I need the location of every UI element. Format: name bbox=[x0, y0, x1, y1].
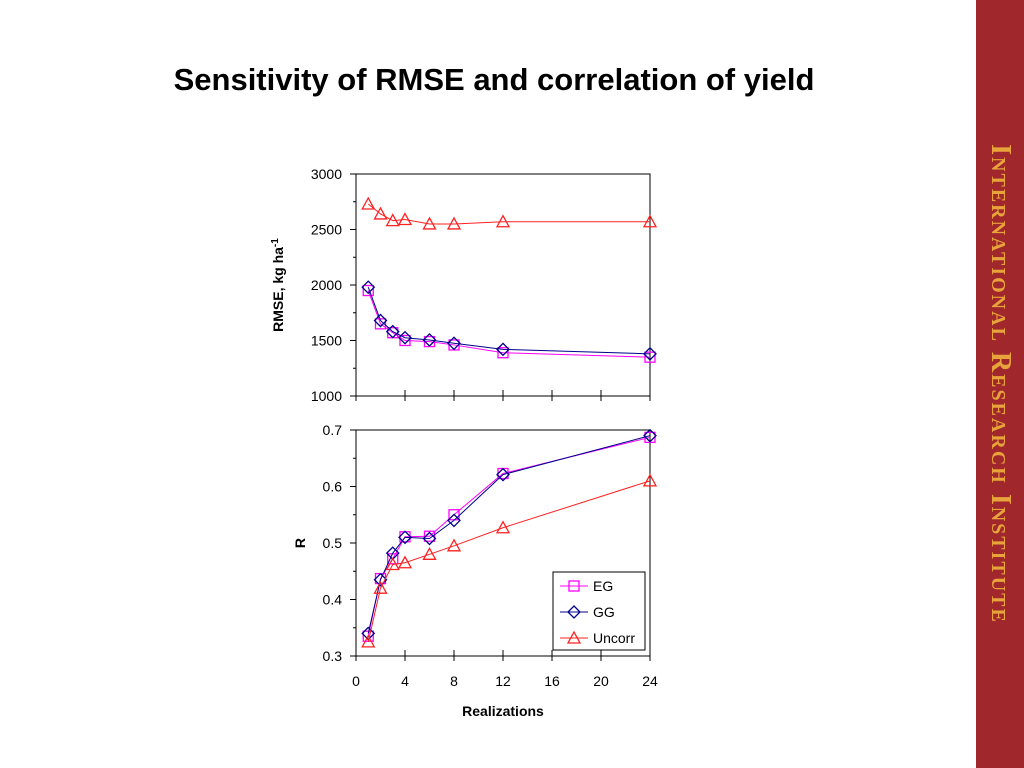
x-tick-label: 0 bbox=[352, 673, 360, 689]
r-series-uncorr-line bbox=[367, 480, 651, 642]
chart-figure: 1000 1500 2000 2500 3000 RMSE, kg ha-1 0.3 0.4… bbox=[270, 166, 658, 719]
rmse-series-gg-point bbox=[398, 330, 412, 345]
r-y-tick-label: 0.6 bbox=[323, 479, 343, 495]
r-series-uncorr-point bbox=[422, 546, 437, 560]
r-y-tick-label: 0.3 bbox=[323, 648, 343, 664]
rmse-series-uncorr-point bbox=[397, 212, 413, 226]
banner-text: International Research Institute bbox=[985, 144, 1016, 624]
r-series-uncorr-point bbox=[642, 473, 658, 487]
legend-gg-label: GG bbox=[593, 604, 615, 620]
r-y-tick-label: 0.5 bbox=[323, 535, 343, 551]
x-axis-label: Realizations bbox=[462, 703, 544, 719]
rmse-y-tick-label: 1500 bbox=[311, 333, 342, 349]
rmse-plot-frame bbox=[355, 173, 651, 397]
rmse-y-axis-label: RMSE, kg ha-1 bbox=[270, 238, 287, 332]
rmse-series-gg-point bbox=[643, 346, 657, 361]
rmse-series-uncorr-point bbox=[373, 206, 388, 220]
rmse-series-uncorr-line bbox=[367, 203, 650, 225]
rmse-series-eg-point bbox=[374, 318, 387, 330]
r-series-gg-point bbox=[373, 572, 388, 587]
rmse-panel: 1000 1500 2000 2500 3000 RMSE, kg ha-1 bbox=[270, 166, 658, 404]
r-series-gg-point bbox=[422, 531, 437, 546]
r-series-uncorr-point bbox=[495, 520, 511, 534]
r-series-uncorr-point bbox=[446, 538, 462, 552]
r-series-uncorr-point bbox=[385, 557, 400, 571]
rmse-y-tick-label: 3000 bbox=[311, 166, 342, 182]
legend-eg-label: EG bbox=[593, 578, 613, 594]
rmse-series-uncorr-point bbox=[642, 214, 658, 228]
rmse-series-uncorr-point bbox=[361, 196, 376, 210]
rmse-series-eg-point bbox=[497, 347, 509, 359]
r-series-uncorr-point bbox=[373, 580, 388, 594]
legend-uncorr-label: Uncorr bbox=[593, 630, 635, 646]
r-y-axis-label: R bbox=[292, 538, 308, 548]
r-series-gg-point bbox=[643, 428, 657, 443]
legend-gg-marker bbox=[567, 605, 581, 619]
x-tick-label: 4 bbox=[401, 673, 409, 689]
rmse-series-eg-point bbox=[399, 334, 411, 347]
rmse-series-gg-line bbox=[367, 287, 651, 355]
r-y-tick-label: 0.7 bbox=[323, 422, 343, 438]
x-tick-label: 16 bbox=[544, 673, 560, 689]
rmse-series-uncorr-point bbox=[495, 214, 511, 228]
legend-uncorr-marker bbox=[566, 630, 582, 644]
r-series-uncorr-point bbox=[397, 555, 413, 569]
r-series-gg-point bbox=[398, 530, 412, 545]
rmse-series-eg-point bbox=[644, 351, 656, 363]
rmse-series-eg-point bbox=[362, 284, 374, 297]
r-series-gg-point bbox=[447, 513, 461, 528]
institute-banner: International Research Institute bbox=[976, 0, 1024, 768]
r-series-eg-point bbox=[423, 530, 436, 542]
x-tick-label: 8 bbox=[450, 673, 458, 689]
x-tick-label: 12 bbox=[495, 673, 511, 689]
r-series-gg-point bbox=[496, 467, 510, 482]
correlation-panel: 0.3 0.4 0.5 0.6 0.7 0 4 8 12 16 20 24 Realizations R bbox=[292, 422, 658, 719]
legend: EG GG Uncorr bbox=[552, 571, 646, 651]
rmse-y-tick-label: 2000 bbox=[311, 277, 342, 293]
rmse-series-gg-point bbox=[422, 333, 437, 347]
rmse-y-tick-label: 2500 bbox=[311, 222, 342, 238]
x-tick-label: 20 bbox=[593, 673, 609, 689]
x-tick-label: 24 bbox=[642, 673, 658, 689]
r-series-gg-point bbox=[361, 626, 376, 641]
rmse-series-uncorr-point bbox=[422, 216, 437, 230]
rmse-series-gg-point bbox=[361, 280, 376, 295]
r-y-tick-label: 0.4 bbox=[323, 592, 343, 608]
rmse-series-gg-point bbox=[447, 336, 461, 351]
rmse-series-uncorr-point bbox=[385, 213, 400, 227]
slide-title: Sensitivity of RMSE and correlation of y… bbox=[173, 62, 815, 97]
rmse-series-gg-point bbox=[385, 324, 400, 339]
rmse-series-eg-line bbox=[367, 290, 651, 358]
rmse-series-gg-point bbox=[496, 342, 510, 357]
legend-eg-marker bbox=[568, 580, 580, 592]
r-series-uncorr-point bbox=[361, 634, 376, 648]
rmse-series-uncorr-point bbox=[446, 216, 462, 230]
rmse-y-tick-label: 1000 bbox=[311, 388, 342, 404]
rmse-series-gg-point bbox=[373, 313, 388, 328]
